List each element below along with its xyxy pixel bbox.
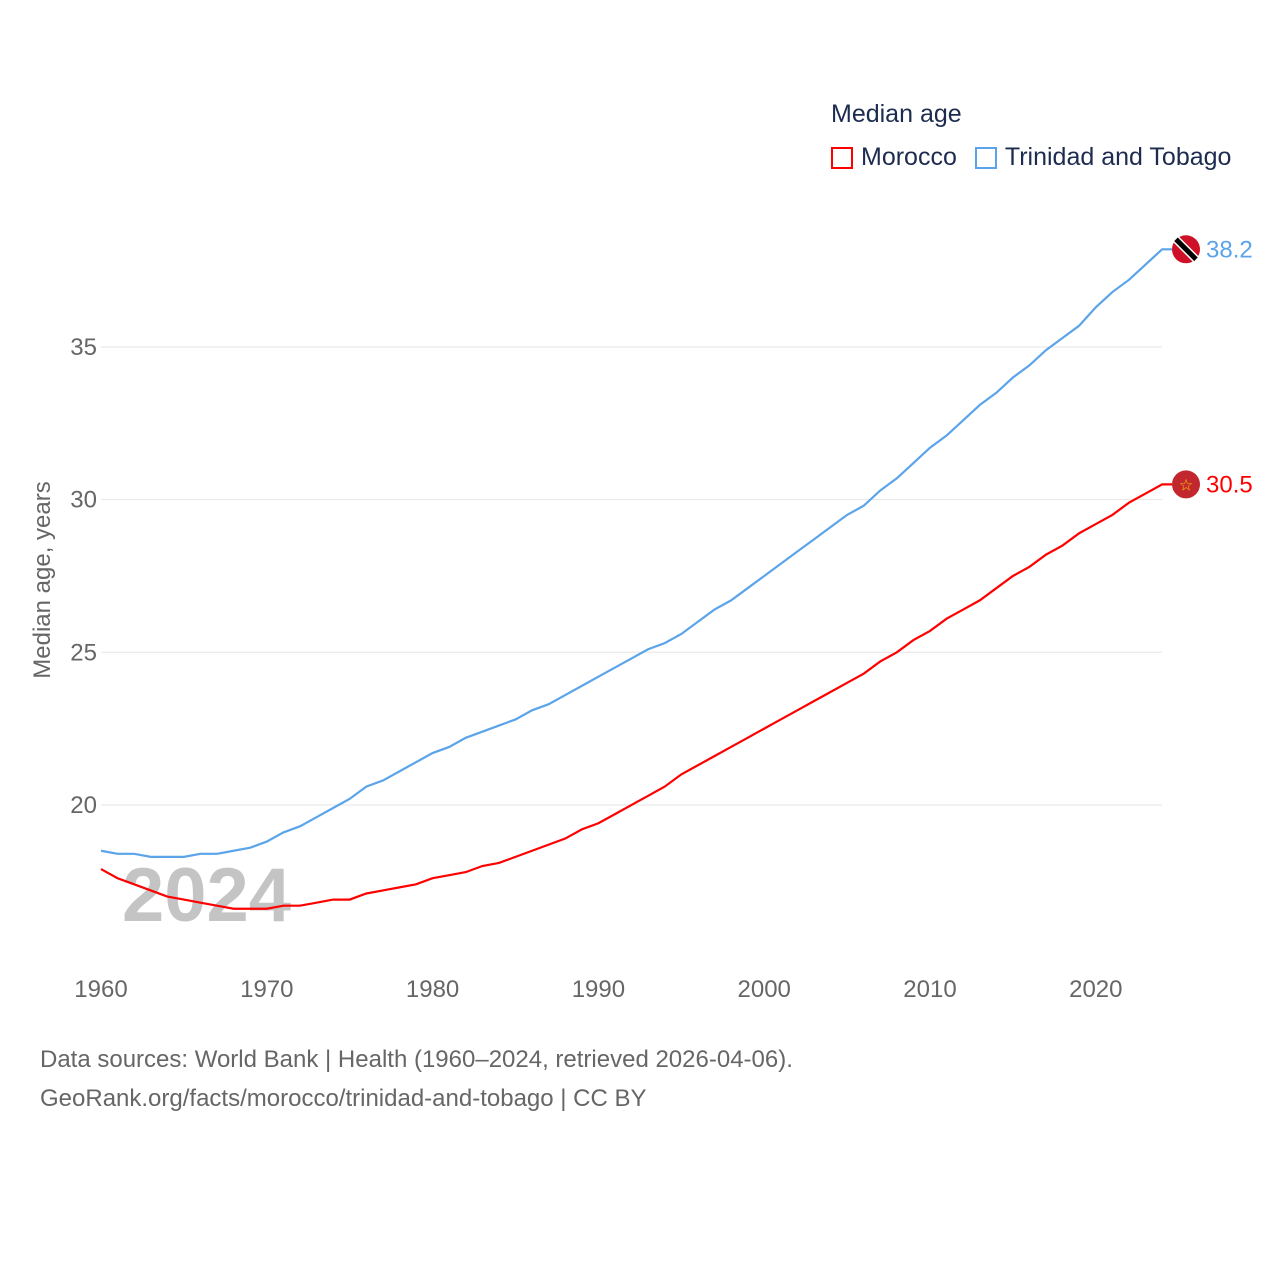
end-value-label: 38.2 (1206, 236, 1253, 263)
y-tick-label: 30 (70, 487, 97, 514)
morocco-star-icon: ☆ (1179, 477, 1193, 494)
legend-swatch-trinidad (974, 146, 997, 169)
x-tick-label: 2020 (1069, 976, 1122, 1003)
y-axis-label: Median age, years (29, 481, 56, 678)
x-tick-label: 2000 (738, 976, 791, 1003)
y-tick-label: 35 (70, 334, 97, 361)
morocco-flag-icon (1172, 470, 1200, 499)
x-tick-label: 1970 (240, 976, 293, 1003)
legend: Morocco Trinidad and Tobago (831, 143, 1231, 172)
y-tick-label: 20 (70, 792, 97, 819)
legend-label-trinidad[interactable]: Trinidad and Tobago (1004, 143, 1232, 171)
year-watermark: 2024 (122, 853, 291, 938)
legend-label-morocco[interactable]: Morocco (861, 143, 957, 171)
x-tick-label: 2010 (903, 976, 956, 1003)
legend-title: Median age (831, 100, 962, 128)
series-line-0 (100, 483, 1172, 910)
x-tick-label: 1990 (572, 976, 625, 1003)
url-line[interactable]: GeoRank.org/facts/morocco/trinidad-and-t… (40, 1085, 647, 1112)
x-tick-label: 1980 (406, 976, 459, 1003)
trinidad-flag-stripe (1174, 237, 1198, 262)
source-line: Data sources: World Bank | Health (1960–… (40, 1046, 793, 1073)
x-tick-label: 1960 (74, 976, 127, 1003)
series-line-1 (100, 248, 1172, 858)
legend-swatch-morocco (831, 146, 853, 169)
end-value-label: 30.5 (1206, 471, 1253, 498)
y-tick-label: 25 (70, 639, 97, 666)
